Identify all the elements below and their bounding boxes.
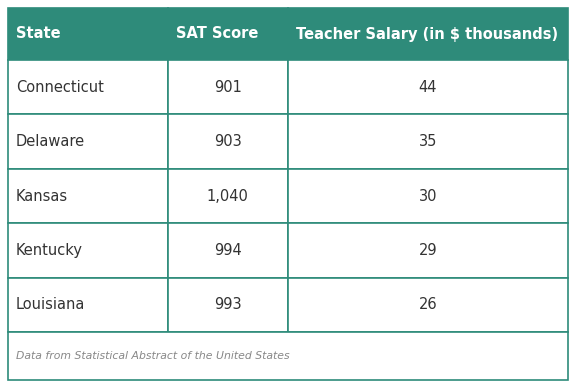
Text: State: State bbox=[16, 26, 60, 42]
Text: Louisiana: Louisiana bbox=[16, 297, 85, 312]
Text: 26: 26 bbox=[419, 297, 437, 312]
Bar bbox=[168, 223, 288, 277]
Text: 35: 35 bbox=[419, 134, 437, 149]
Bar bbox=[288, 60, 568, 114]
Bar bbox=[8, 223, 168, 277]
Text: Connecticut: Connecticut bbox=[16, 80, 104, 95]
Bar bbox=[8, 277, 168, 332]
Text: Delaware: Delaware bbox=[16, 134, 85, 149]
Text: 1,040: 1,040 bbox=[207, 189, 249, 203]
Text: 993: 993 bbox=[214, 297, 241, 312]
Bar bbox=[168, 60, 288, 114]
Text: Kentucky: Kentucky bbox=[16, 243, 83, 258]
Text: SAT Score: SAT Score bbox=[176, 26, 258, 42]
Text: 30: 30 bbox=[419, 189, 437, 203]
Bar bbox=[8, 332, 568, 380]
Bar bbox=[168, 169, 288, 223]
Text: 29: 29 bbox=[419, 243, 437, 258]
Text: 994: 994 bbox=[214, 243, 242, 258]
Text: 903: 903 bbox=[214, 134, 242, 149]
Bar bbox=[288, 114, 568, 169]
Bar bbox=[168, 114, 288, 169]
Bar bbox=[288, 169, 568, 223]
Bar bbox=[288, 8, 568, 60]
Bar bbox=[8, 60, 168, 114]
Bar bbox=[168, 8, 288, 60]
Text: 44: 44 bbox=[419, 80, 437, 95]
Bar bbox=[288, 277, 568, 332]
Text: Data from Statistical Abstract of the United States: Data from Statistical Abstract of the Un… bbox=[16, 351, 290, 361]
Bar bbox=[288, 223, 568, 277]
Bar bbox=[8, 8, 168, 60]
Text: Teacher Salary (in $ thousands): Teacher Salary (in $ thousands) bbox=[296, 26, 558, 42]
Text: 901: 901 bbox=[214, 80, 242, 95]
Bar bbox=[8, 169, 168, 223]
Bar bbox=[168, 277, 288, 332]
Bar bbox=[8, 114, 168, 169]
Text: Kansas: Kansas bbox=[16, 189, 68, 203]
